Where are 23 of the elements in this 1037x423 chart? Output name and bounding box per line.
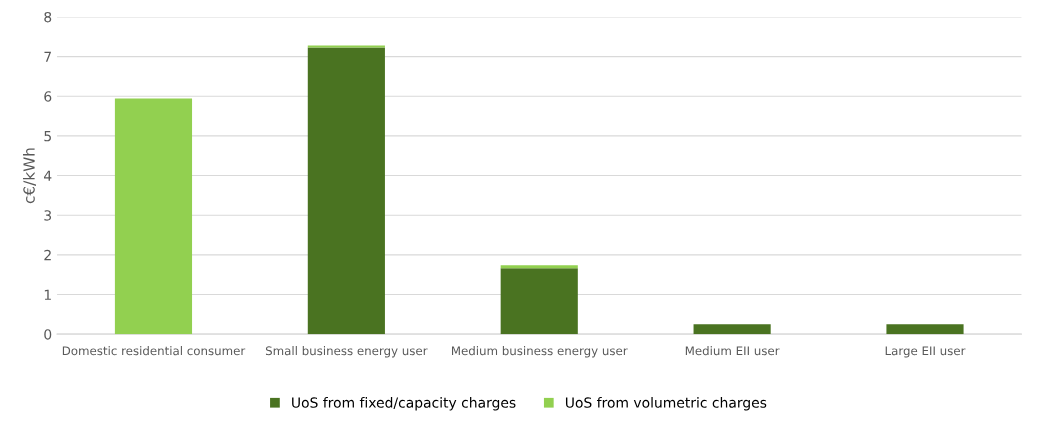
x-tick-label: Small business energy user — [265, 346, 428, 358]
y-tick-label: 8 — [44, 11, 52, 23]
y-axis-title: c€/kWh — [23, 148, 37, 204]
y-tick-label: 5 — [44, 131, 51, 142]
y-tick-label: 0 — [44, 329, 52, 340]
x-tick-label: Medium business energy user — [452, 346, 628, 358]
y-tick-label: 1 — [44, 289, 51, 300]
y-tick-label: 6 — [44, 91, 52, 102]
bar — [500, 265, 578, 269]
y-tick-label: 2 — [44, 249, 51, 261]
bar — [500, 268, 578, 335]
legend-label: UoS from volumetric charges — [565, 397, 767, 411]
bar — [307, 47, 385, 335]
bar — [114, 98, 193, 335]
legend-label: UoS from fixed/capacity charges — [292, 397, 516, 411]
y-tick-label: 7 — [44, 51, 51, 62]
y-tick-label: 3 — [44, 210, 52, 221]
bar — [886, 324, 964, 335]
y-tick-label: 4 — [44, 170, 52, 181]
x-tick-label: Domestic residential consumer — [62, 346, 246, 356]
x-tick-label: Medium EII user — [685, 346, 780, 356]
bar — [693, 324, 771, 335]
x-tick-label: Large EII user — [885, 346, 966, 358]
